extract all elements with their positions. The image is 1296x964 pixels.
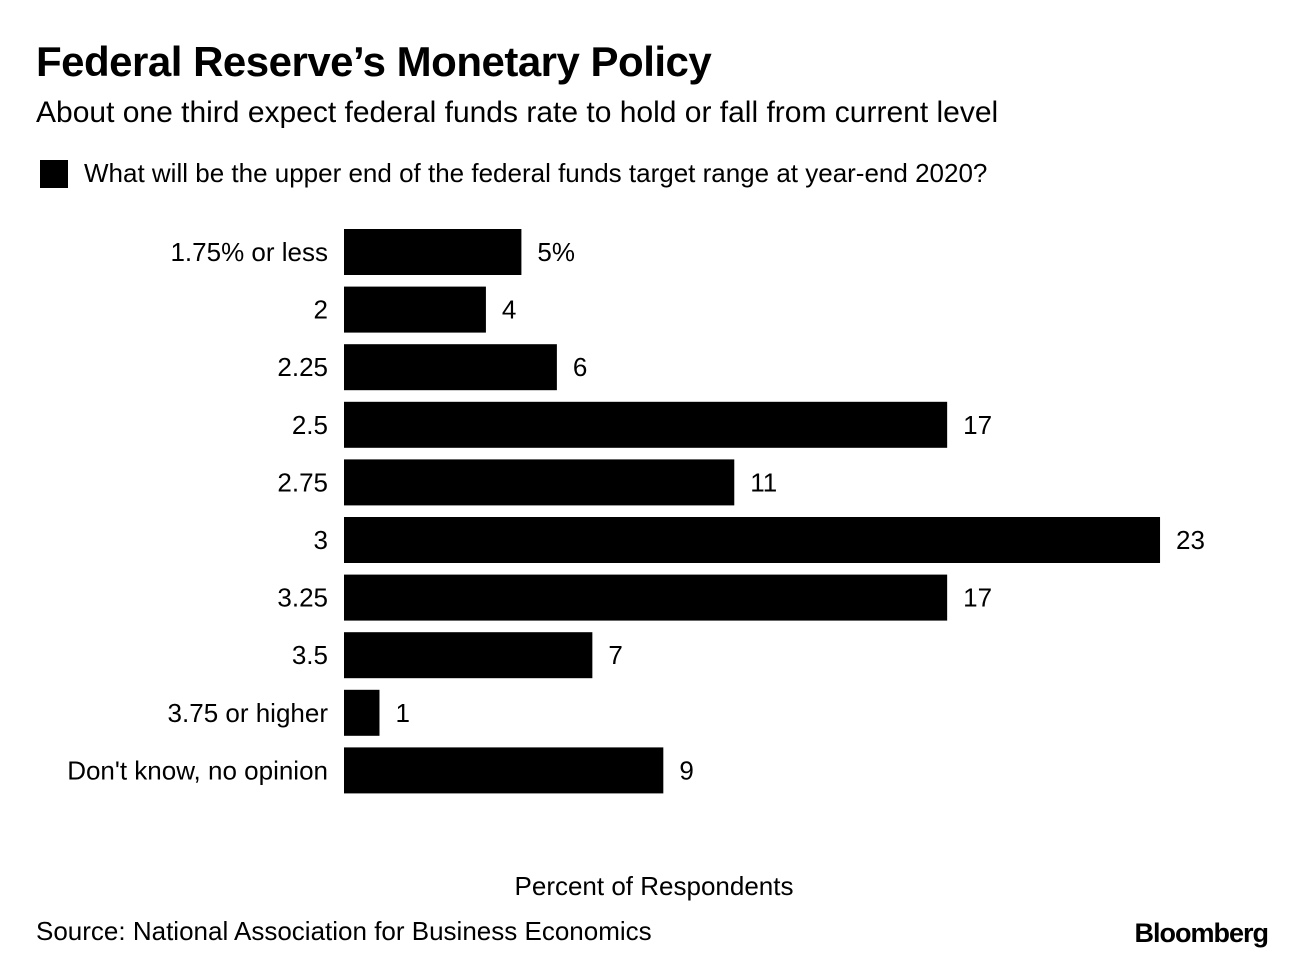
- value-label-0: 5%: [537, 237, 575, 267]
- category-label-8: 3.75 or higher: [168, 698, 329, 728]
- bar-5: [344, 517, 1161, 563]
- value-label-8: 1: [395, 698, 409, 728]
- bar-0: [344, 229, 522, 275]
- legend-label: What will be the upper end of the federa…: [84, 158, 988, 188]
- bar-4: [344, 459, 735, 506]
- bar-chart: 1.75% or less 5%2 42.25 62.5 172.75 113 233.25…: [67, 229, 1205, 794]
- value-label-9: 9: [679, 755, 693, 785]
- x-axis-label: Percent of Respondents: [514, 871, 794, 901]
- category-label-7: 3.5: [292, 640, 328, 670]
- legend-swatch: [40, 159, 68, 188]
- source-note: Source: National Association for Busines…: [36, 916, 652, 946]
- category-label-4: 2.75: [277, 467, 328, 497]
- category-label-3: 2.5: [292, 410, 328, 440]
- category-label-0: 1.75% or less: [170, 237, 328, 267]
- bar-2: [344, 344, 557, 391]
- bloomberg-logo: Bloomberg: [1134, 918, 1269, 948]
- bar-3: [344, 401, 948, 448]
- bar-9: [344, 747, 664, 794]
- value-label-2: 6: [573, 352, 587, 382]
- bar-7: [344, 632, 593, 679]
- chart-title: Federal Reserve’s Monetary Policy: [36, 38, 712, 85]
- bar-1: [344, 286, 486, 333]
- bar-8: [344, 689, 380, 736]
- category-label-5: 3: [314, 525, 328, 555]
- value-label-3: 17: [963, 410, 992, 440]
- category-label-2: 2.25: [277, 352, 328, 382]
- value-label-5: 23: [1176, 525, 1205, 555]
- chart-subtitle: About one third expect federal funds rat…: [36, 96, 999, 129]
- legend: What will be the upper end of the federa…: [40, 158, 987, 189]
- category-label-1: 2: [314, 295, 328, 325]
- value-label-1: 4: [502, 295, 516, 325]
- value-label-6: 17: [963, 583, 992, 613]
- value-label-7: 7: [608, 640, 622, 670]
- category-label-6: 3.25: [277, 583, 328, 613]
- value-label-4: 11: [750, 467, 777, 497]
- category-label-9: Don't know, no opinion: [67, 755, 328, 785]
- bar-6: [344, 574, 948, 621]
